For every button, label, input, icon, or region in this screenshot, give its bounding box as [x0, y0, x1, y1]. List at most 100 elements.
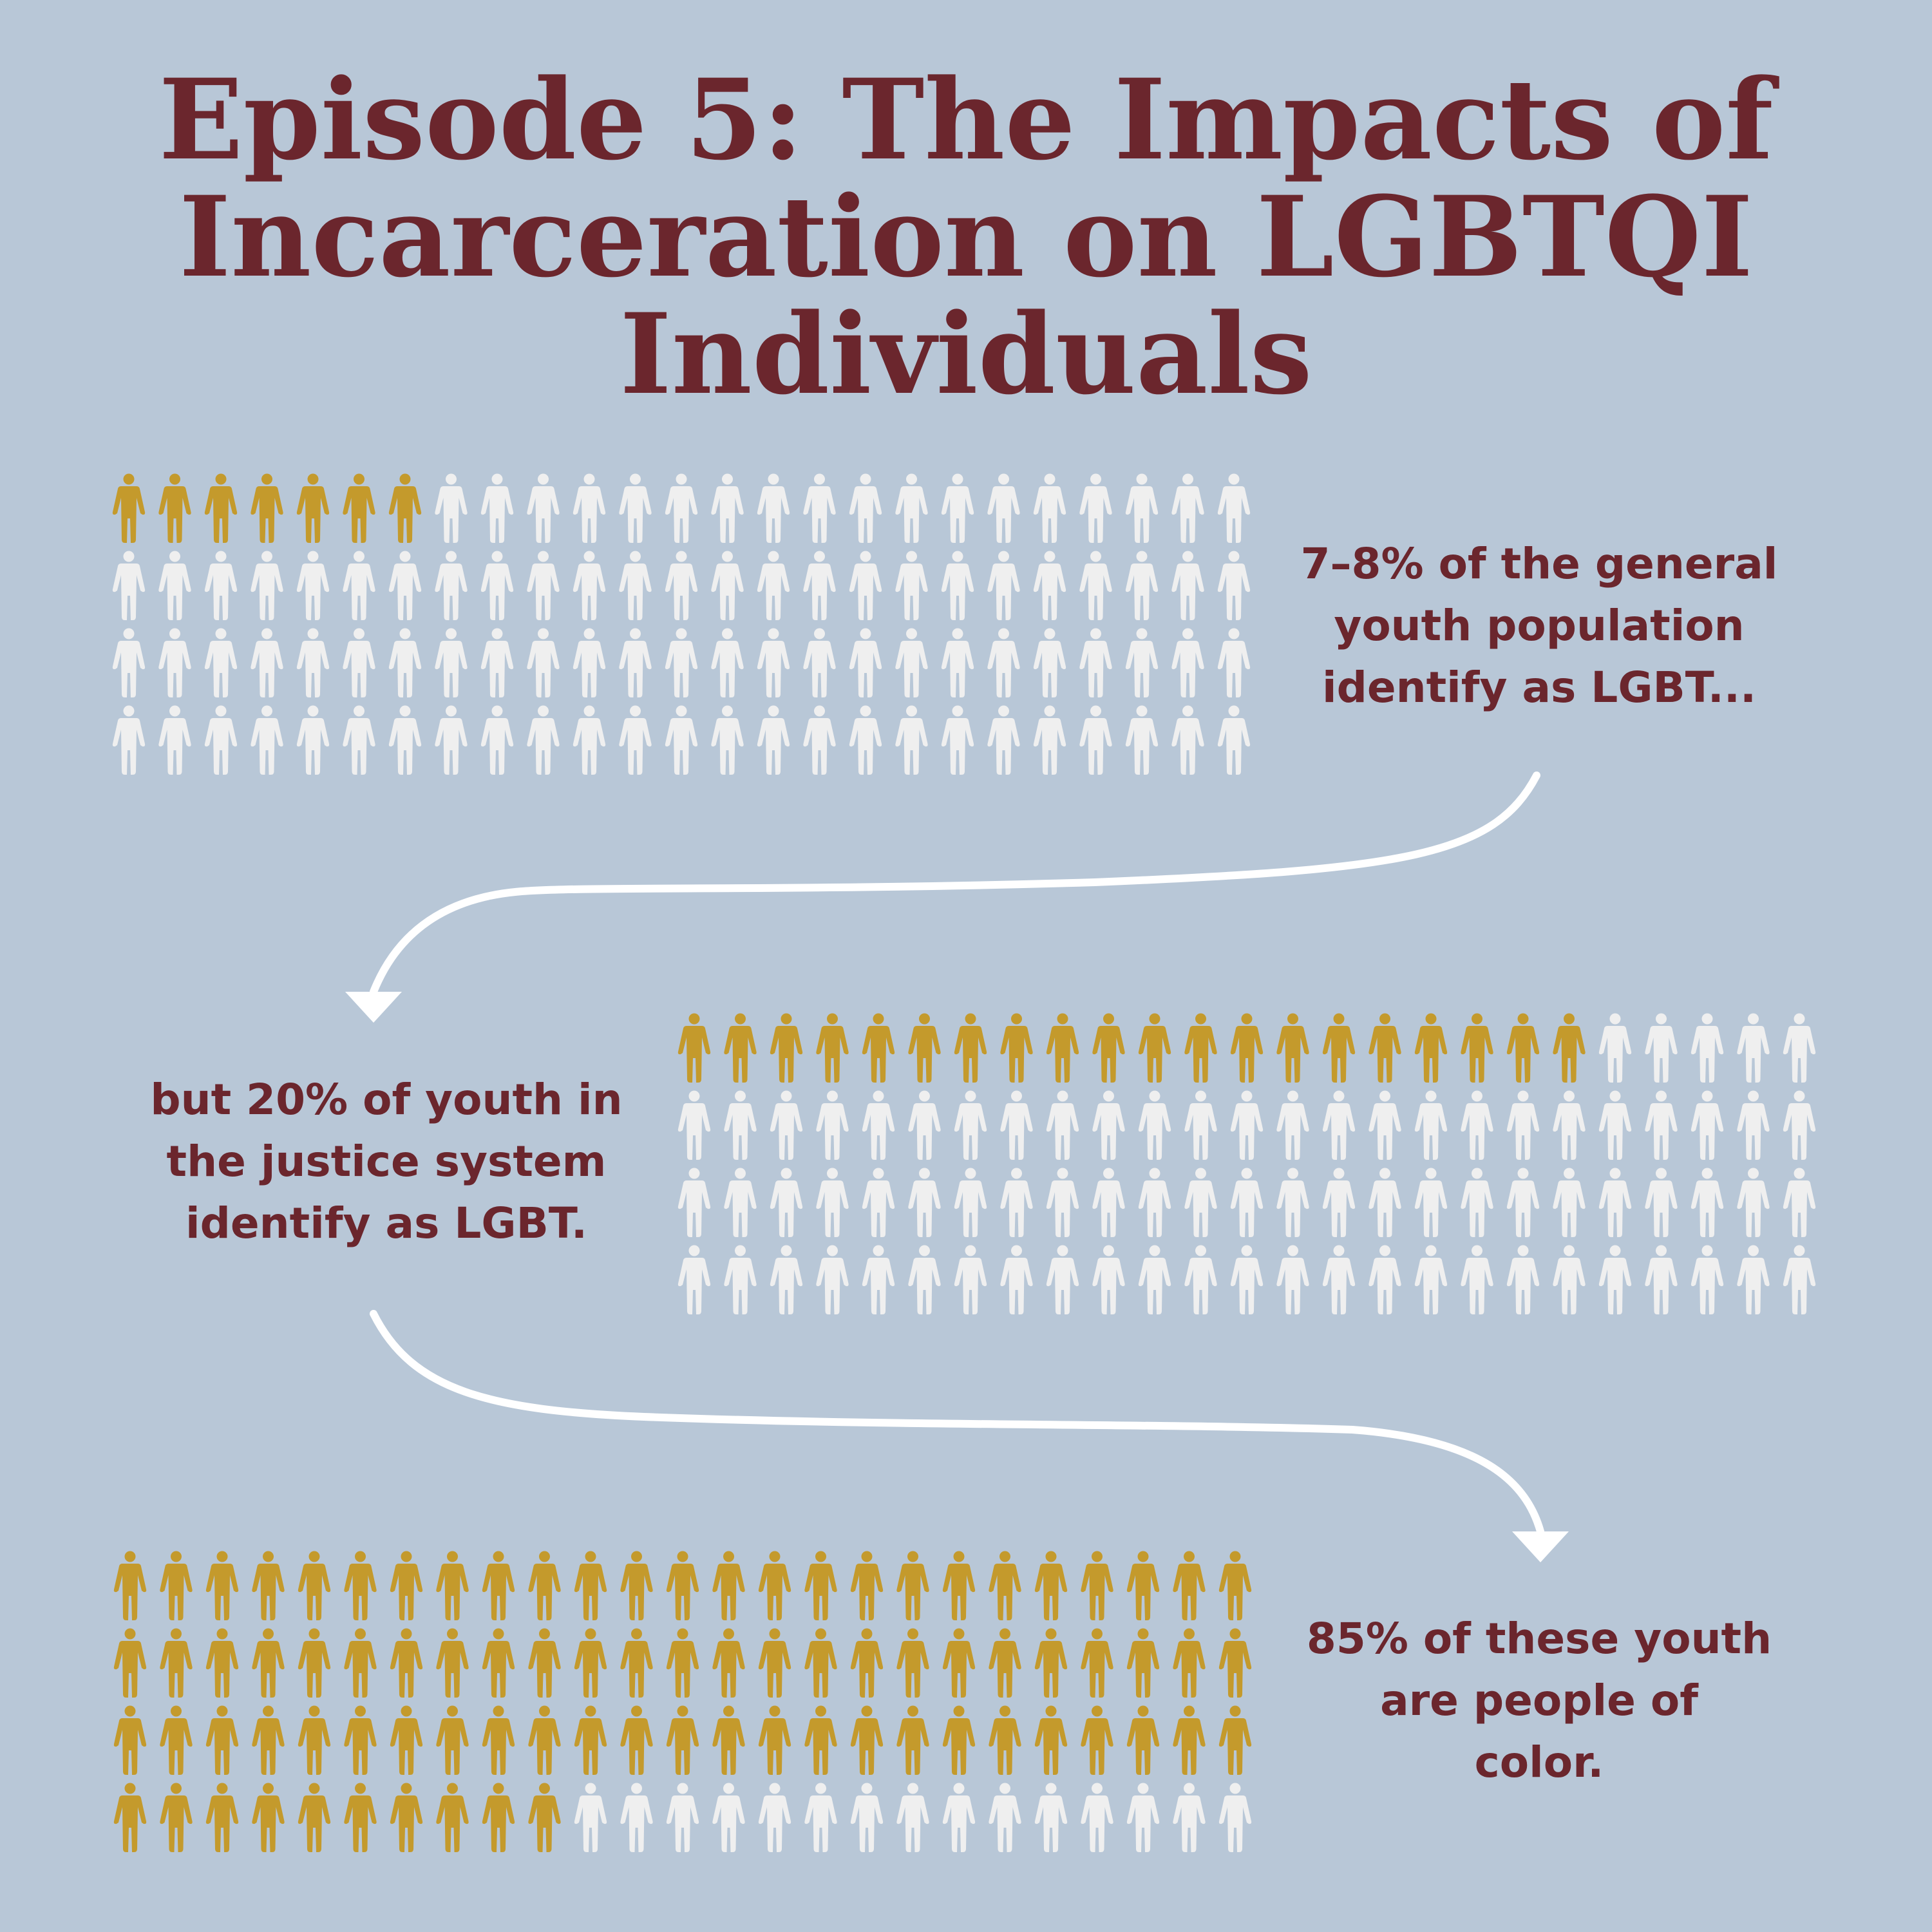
- person-icon: [113, 1783, 147, 1852]
- person-icon: [1322, 1168, 1356, 1237]
- person-icon: [1173, 1705, 1206, 1775]
- person-icon: [1276, 1168, 1309, 1237]
- person-icon: [862, 1245, 895, 1314]
- person-icon: [770, 1168, 803, 1237]
- title-line-3: Individuals: [620, 289, 1312, 419]
- person-icon: [482, 1551, 515, 1620]
- person-icon: [804, 1705, 837, 1775]
- person-icon: [204, 473, 238, 543]
- person-icon: [435, 628, 468, 697]
- person-icon: [1046, 1168, 1079, 1237]
- person-icon: [816, 1245, 849, 1314]
- person-icon: [620, 1628, 653, 1698]
- person-icon: [1276, 1090, 1309, 1160]
- person-icon: [574, 1628, 607, 1698]
- person-icon: [711, 551, 744, 620]
- person-icon: [344, 1628, 377, 1698]
- person-icon: [1034, 1705, 1068, 1775]
- person-icon: [620, 1551, 653, 1620]
- person-icon: [1737, 1090, 1770, 1160]
- person-icon: [908, 1245, 941, 1314]
- person-icon: [712, 1783, 745, 1852]
- person-icon: [895, 473, 928, 543]
- person-icon: [1092, 1168, 1125, 1237]
- person-icon: [895, 628, 928, 697]
- person-icon: [619, 628, 652, 697]
- caption-line: are people of: [1380, 1676, 1698, 1725]
- person-icon: [1000, 1013, 1033, 1083]
- person-icon: [1553, 1168, 1586, 1237]
- person-icon: [1184, 1245, 1217, 1314]
- person-icon: [895, 551, 928, 620]
- person-icon: [1033, 551, 1066, 620]
- person-icon: [298, 1705, 331, 1775]
- person-icon: [1079, 705, 1112, 775]
- person-icon: [344, 1783, 377, 1852]
- caption-line: 7–8% of the general: [1300, 539, 1778, 589]
- person-icon: [1046, 1245, 1079, 1314]
- person-icon: [941, 705, 974, 775]
- person-icon: [1000, 1245, 1033, 1314]
- caption-line: but 20% of youth in: [150, 1075, 623, 1124]
- person-icon: [1218, 1628, 1252, 1698]
- person-icon: [665, 551, 698, 620]
- person-icon: [1276, 1013, 1309, 1083]
- person-icon: [1079, 473, 1112, 543]
- person-icon: [987, 473, 1020, 543]
- person-icon: [1645, 1090, 1678, 1160]
- person-icon: [1218, 1783, 1252, 1852]
- person-icon: [862, 1090, 895, 1160]
- person-icon: [1553, 1013, 1586, 1083]
- person-icon: [757, 551, 790, 620]
- people-grid-general-youth: [112, 473, 1251, 775]
- person-icon: [160, 1783, 193, 1852]
- person-icon: [1173, 1783, 1206, 1852]
- person-icon: [343, 705, 375, 775]
- person-icon: [1506, 1245, 1540, 1314]
- person-icon: [527, 705, 560, 775]
- person-icon: [758, 1551, 791, 1620]
- person-icon: [343, 628, 375, 697]
- person-icon: [987, 705, 1020, 775]
- person-icon: [204, 551, 238, 620]
- person-icon: [1414, 1090, 1448, 1160]
- person-icon: [619, 473, 652, 543]
- person-icon: [1598, 1168, 1632, 1237]
- person-icon: [1000, 1090, 1033, 1160]
- person-icon: [388, 705, 422, 775]
- person-icon: [1783, 1090, 1816, 1160]
- person-icon: [758, 1705, 791, 1775]
- person-icon: [1173, 1551, 1206, 1620]
- person-icon: [849, 705, 882, 775]
- person-icon: [724, 1245, 757, 1314]
- person-icon: [724, 1168, 757, 1237]
- person-icon: [665, 628, 698, 697]
- person-icon: [954, 1245, 987, 1314]
- person-icon: [204, 705, 238, 775]
- person-icon: [620, 1783, 653, 1852]
- person-icon: [908, 1090, 941, 1160]
- person-icon: [252, 1783, 285, 1852]
- person-icon: [1230, 1090, 1264, 1160]
- person-icon: [803, 628, 836, 697]
- person-icon: [724, 1090, 757, 1160]
- person-icon: [296, 705, 330, 775]
- person-icon: [1000, 1168, 1033, 1237]
- person-icon: [1033, 705, 1066, 775]
- person-icon: [850, 1628, 884, 1698]
- person-icon: [677, 1245, 711, 1314]
- person-icon: [1322, 1245, 1356, 1314]
- person-icon: [1138, 1013, 1171, 1083]
- person-icon: [665, 473, 698, 543]
- person-icon: [711, 705, 744, 775]
- person-icon: [574, 1551, 607, 1620]
- person-icon: [1081, 1551, 1113, 1620]
- person-icon: [1645, 1168, 1678, 1237]
- caption-line: the justice system: [166, 1137, 607, 1186]
- person-icon: [987, 551, 1020, 620]
- person-icon: [1034, 1783, 1068, 1852]
- person-icon: [942, 1551, 976, 1620]
- person-icon: [390, 1783, 423, 1852]
- person-icon: [757, 705, 790, 775]
- person-icon: [251, 705, 283, 775]
